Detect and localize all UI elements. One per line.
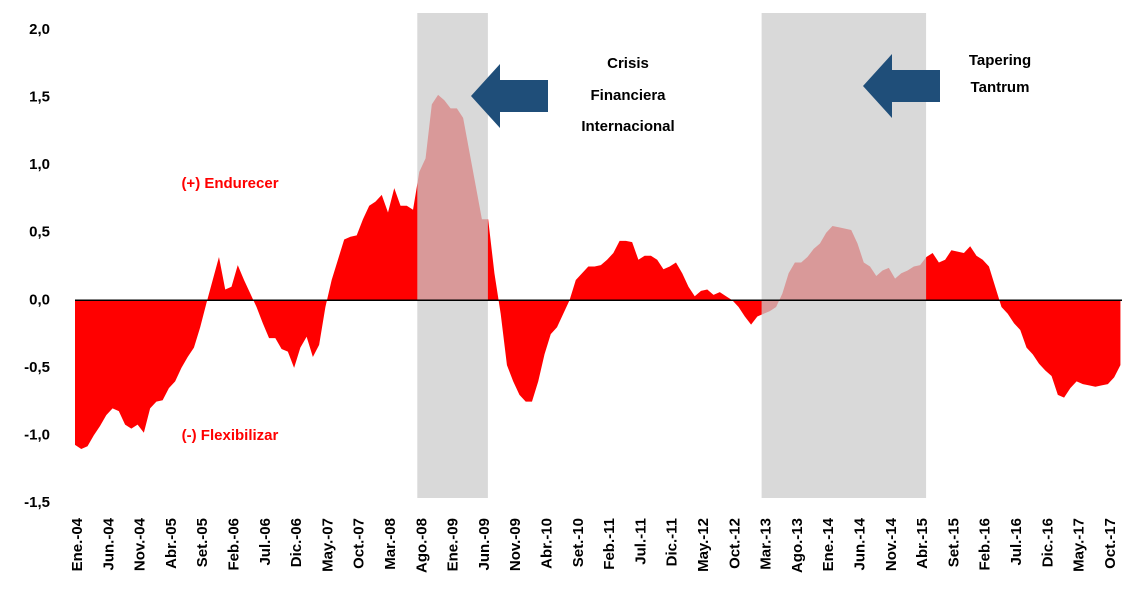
x-tick-label: Set.-10 [570, 518, 587, 567]
x-tick-label: Mar.-08 [382, 518, 399, 570]
area [75, 94, 1121, 449]
y-tick-label: 1,5 [29, 89, 50, 106]
annotation: (-) Flexibilizar [182, 427, 279, 444]
arrow [863, 54, 940, 118]
x-tick-label: Ene.-14 [820, 517, 837, 571]
x-tick-label: Nov.-14 [883, 517, 900, 571]
y-tick-label: -1,5 [24, 494, 50, 511]
y-tick-label: -0,5 [24, 359, 50, 376]
x-tick-label: Oct.-17 [1102, 518, 1119, 569]
x-tick-label: May.-12 [695, 518, 712, 572]
x-tick-label: Jul.-16 [1008, 518, 1025, 566]
x-tick-label: Feb.-11 [601, 518, 618, 570]
x-tick-label: Dic.-06 [288, 518, 305, 567]
x-tick-label: Abr.-10 [538, 518, 555, 569]
x-tick-label: Nov.-09 [507, 518, 524, 571]
x-tick-label: Jul.-11 [632, 518, 649, 565]
x-tick-label: Set.-05 [194, 518, 211, 567]
x-tick-label: Jul.-06 [257, 518, 274, 566]
x-tick-label: Ene.-04 [69, 517, 86, 571]
annotation: Internacional [581, 118, 674, 135]
y-tick-label: 0,0 [29, 291, 50, 308]
x-tick-label: Oct.-12 [726, 518, 743, 569]
x-tick-label: Jun.-04 [100, 517, 117, 570]
x-tick-label: May.-17 [1071, 518, 1088, 572]
annotation: Crisis [607, 55, 649, 72]
x-tick-label: Feb.-16 [977, 518, 994, 571]
x-tick-label: Oct.-07 [351, 518, 368, 569]
x-tick-label: Ago.-13 [789, 518, 806, 573]
x-tick-label: May.-07 [319, 518, 336, 572]
x-tick-label: Set.-15 [945, 518, 962, 567]
x-tick-label: Abr.-05 [163, 518, 180, 569]
x-tick-label: Dic.-11 [664, 518, 681, 566]
y-tick-label: 2,0 [29, 21, 50, 38]
x-tick-label: Jun.-14 [851, 517, 868, 570]
x-tick-label: Nov.-04 [132, 517, 149, 571]
x-tick-label: Jun.-09 [476, 518, 493, 571]
x-tick-label: Feb.-06 [225, 518, 242, 571]
y-tick-label: 1,0 [29, 156, 50, 173]
annotation: Financiera [590, 87, 666, 104]
y-tick-label: 0,5 [29, 224, 50, 241]
x-tick-label: Ago.-08 [413, 518, 430, 573]
x-tick-label: Abr.-15 [914, 518, 931, 569]
annotation: Tantrum [971, 79, 1030, 96]
shaded-period [417, 13, 488, 498]
annotation: (+) Endurecer [181, 175, 278, 192]
arrow [471, 64, 548, 128]
x-tick-label: Dic.-16 [1039, 518, 1056, 567]
annotation: Tapering [969, 52, 1031, 69]
y-tick-label: -1,0 [24, 426, 50, 443]
x-tick-label: Ene.-09 [445, 518, 462, 571]
x-tick-label: Mar.-13 [758, 518, 775, 570]
